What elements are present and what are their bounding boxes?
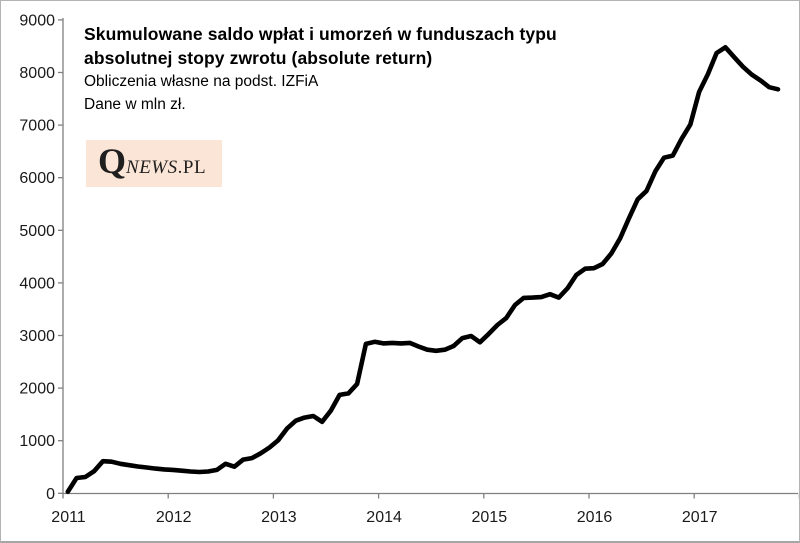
x-axis-label: 2014 (366, 509, 402, 526)
y-axis-label: 5000 (19, 223, 55, 240)
y-axis-label: 8000 (19, 65, 55, 82)
y-axis-label: 4000 (19, 275, 55, 292)
x-axis-label: 2016 (577, 509, 613, 526)
qnews-logo-q: Q (98, 141, 127, 181)
chart-title-line-2: absolutnej stopy zwrotu (absolute return… (84, 48, 433, 68)
x-axis-label: 2011 (51, 509, 86, 526)
y-axis-label: 3000 (19, 328, 55, 345)
qnews-logo: Q NEWS .PL (86, 140, 223, 187)
y-axis-label: 1000 (19, 433, 55, 450)
data-line (65, 44, 781, 495)
y-axis-label: 9000 (19, 12, 55, 29)
chart-unit-note: Dane w mln zł. (84, 96, 186, 113)
qnews-logo-pl: .PL (177, 157, 207, 178)
y-axis-label: 7000 (19, 118, 55, 135)
y-axis-label: 0 (46, 486, 55, 503)
chart-title-line-1: Skumulowane saldo wpłat i umorzeń w fund… (84, 24, 557, 44)
chart-header: Skumulowane saldo wpłat i umorzeń w fund… (84, 22, 644, 116)
qnews-logo-news: NEWS (126, 157, 178, 178)
x-axis-label: 2017 (682, 509, 718, 526)
x-axis-label: 2012 (156, 509, 192, 526)
y-axis-label: 6000 (19, 170, 55, 187)
x-axis-label: 2013 (261, 509, 297, 526)
y-axis-label: 2000 (19, 381, 55, 398)
chart-source-note: Obliczenia własne na podst. IZFiA (84, 73, 319, 90)
x-axis-label: 2015 (472, 509, 508, 526)
